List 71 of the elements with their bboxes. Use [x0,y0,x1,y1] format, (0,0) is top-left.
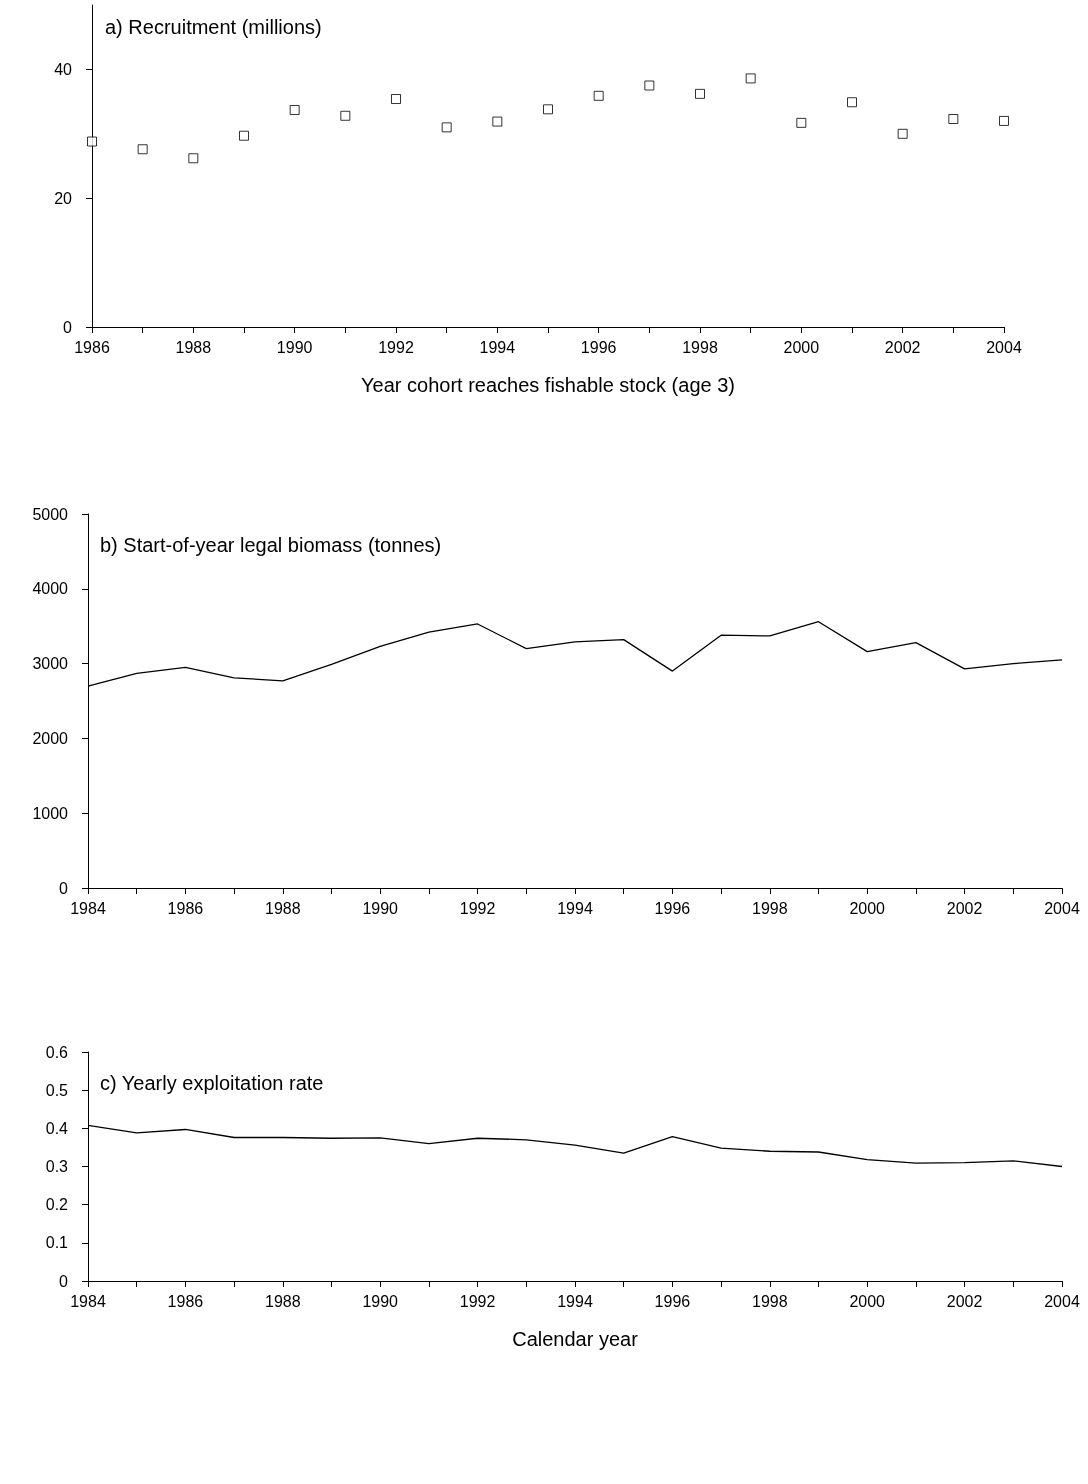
y-tick-label: 0.3 [45,1158,69,1175]
y-tick-label: 1000 [32,804,69,822]
x-tick-label: 1996 [654,1292,691,1310]
y-tick-label: 0.2 [45,1196,69,1214]
text: c) Yearly exploitation rate [100,1072,324,1094]
x-tick-label: 1984 [70,1292,106,1310]
x-tick-label: 1992 [459,899,496,917]
point [897,128,908,139]
x-tick-label: 1986 [167,1292,204,1310]
x-tick-label: 1984 [70,899,106,917]
x-tick-label: 1990 [276,338,313,356]
x-tick-label: 1994 [557,899,593,917]
point [441,122,452,133]
x-tick-label: 2002 [946,1292,983,1310]
x-tick-label: 1990 [362,1292,399,1310]
point [87,136,97,147]
y-tick-label: 0 [59,1272,69,1290]
x-tick-label: 1994 [557,1292,593,1310]
y-tick-label: 0.5 [45,1081,69,1099]
x-tick-label: 1988 [175,338,212,356]
x-tick-label: 1996 [654,899,691,917]
point [847,97,857,108]
x-tick-label: 1998 [682,338,718,356]
x-tick-label: 1998 [752,1292,788,1310]
x-tick-label: 2002 [946,899,983,917]
point [543,104,553,115]
x-tick-label: 1996 [580,338,617,356]
y-tick-label: 20 [54,189,73,207]
point [188,153,199,164]
point [745,73,756,84]
point [593,90,604,101]
y-tick-label: 0.1 [45,1234,69,1252]
point [999,115,1009,126]
x-tick-label: 2004 [986,338,1022,356]
point [239,130,249,141]
x-tick-label: 1988 [265,899,301,917]
y-tick-label: 0.4 [45,1119,69,1137]
x-tick-label: 2004 [1044,899,1080,917]
point [492,116,503,127]
x-axis-title: Year cohort reaches fishable stock (age 3) [361,374,735,396]
point [948,113,959,124]
x-tick-label: 1992 [378,338,414,356]
y-tick-label: 0 [59,879,69,897]
x-tick-label: 1988 [265,1292,301,1310]
point [695,88,705,99]
x-tick-label: 2000 [783,338,820,356]
point [644,80,655,91]
x-tick-label: 2002 [884,338,921,356]
x-tick-label: 1986 [74,338,110,356]
x-tick-label: 1986 [167,899,204,917]
y-tick-label: 0.6 [45,1043,69,1061]
y-tick-label: 3000 [32,655,69,673]
x-tick-label: 1994 [479,338,516,356]
x-tick-label: 1998 [752,899,788,917]
point [796,117,807,128]
y-tick-label: 40 [54,60,73,78]
point [137,144,148,155]
x-tick-label: 1990 [362,899,399,917]
y-tick-label: 4000 [32,580,69,598]
point [289,104,300,115]
y-tick-label: 2000 [32,729,69,747]
text: b) Start-of-year legal biomass (tonnes) [100,534,442,556]
x-tick-label: 2004 [1044,1292,1080,1310]
x-axis-title: Calendar year [512,1328,639,1350]
y-tick-label: 0 [63,318,73,336]
y-tick-label: 5000 [32,505,69,523]
text: a) Recruitment (millions) [105,16,322,38]
x-tick-label: 2000 [849,899,886,917]
point [340,110,351,121]
x-tick-label: 2000 [849,1292,886,1310]
x-tick-label: 1992 [459,1292,496,1310]
